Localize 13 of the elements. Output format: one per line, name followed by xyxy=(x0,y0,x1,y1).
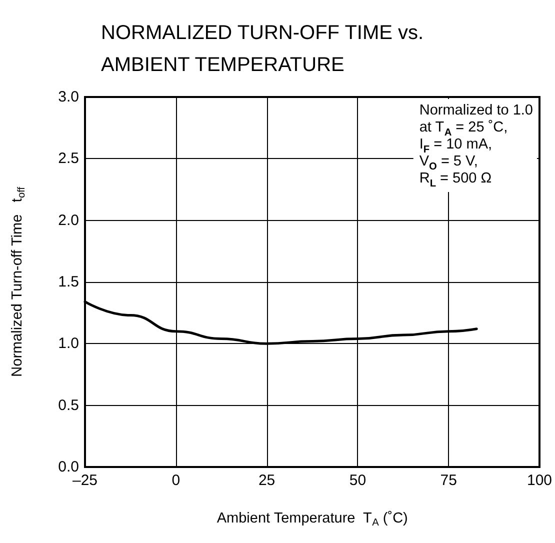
y-tick-label: 1.5 xyxy=(58,274,79,290)
chart-title: NORMALIZED TURN-OFF TIME vs. AMBIENT TEMPERATURE xyxy=(101,22,424,76)
y-tick-label: 2.0 xyxy=(58,212,79,229)
y-tick-label: 1.0 xyxy=(58,335,79,352)
x-tick-label: 50 xyxy=(349,472,366,489)
x-tick-label: 75 xyxy=(440,472,457,489)
y-tick-label: 2.5 xyxy=(58,150,79,168)
x-tick-label: 0 xyxy=(172,472,180,489)
y-tick-label: 3.0 xyxy=(58,88,79,106)
x-tick-label: 100 xyxy=(526,472,552,489)
y-tick-label: 0.5 xyxy=(58,396,79,414)
x-tick-label: 25 xyxy=(258,472,276,489)
y-axis-title: Normalized Turn-off Time toff xyxy=(10,186,28,377)
